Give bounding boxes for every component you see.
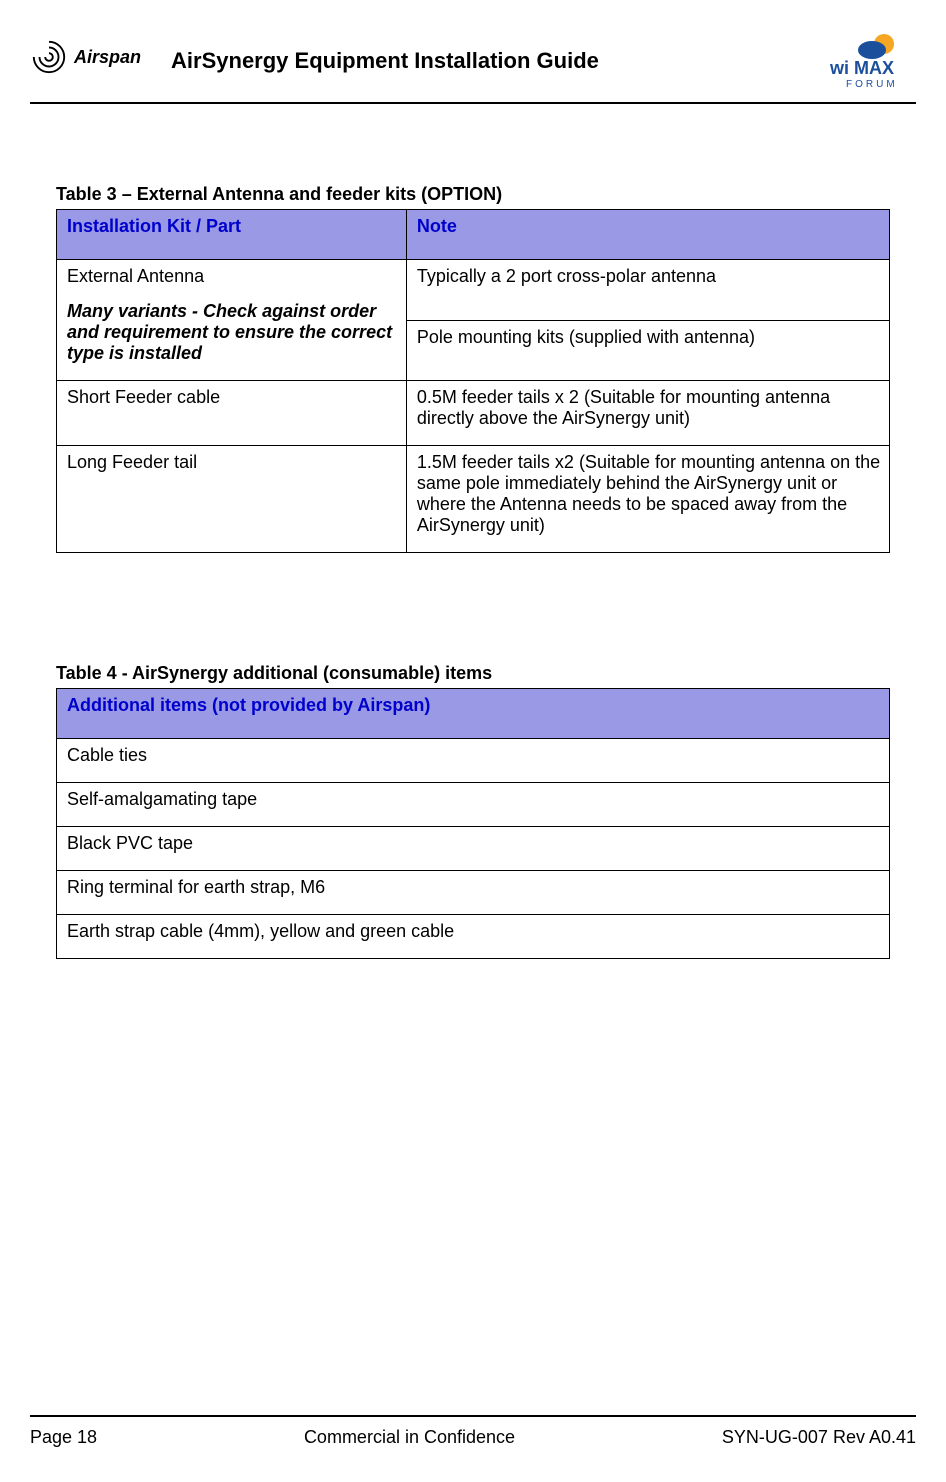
footer-doc-rev: SYN-UG-007 Rev A0.41 bbox=[722, 1427, 916, 1448]
table3-r2-part: Short Feeder cable bbox=[57, 381, 407, 446]
table3-caption: Table 3 – External Antenna and feeder ki… bbox=[56, 184, 890, 205]
page-content: Table 3 – External Antenna and feeder ki… bbox=[30, 184, 916, 959]
table-row: Self-amalgamating tape bbox=[57, 783, 890, 827]
table3-col2-header: Note bbox=[406, 210, 889, 260]
airspan-swirl-icon bbox=[30, 38, 68, 76]
airspan-brand-text: Airspan bbox=[74, 47, 141, 68]
part-title: External Antenna bbox=[67, 266, 398, 287]
table3-col1-header: Installation Kit / Part bbox=[57, 210, 407, 260]
table-row: External Antenna Many variants - Check a… bbox=[57, 260, 890, 321]
table3-r1-part: External Antenna Many variants - Check a… bbox=[57, 260, 407, 381]
page-header: Airspan AirSynergy Equipment Installatio… bbox=[30, 30, 916, 104]
table3-r3-part: Long Feeder tail bbox=[57, 446, 407, 553]
table3-r2-note: 0.5M feeder tails x 2 (Suitable for moun… bbox=[406, 381, 889, 446]
table3-header-row: Installation Kit / Part Note bbox=[57, 210, 890, 260]
table4-r1: Self-amalgamating tape bbox=[57, 783, 890, 827]
part-subnote: Many variants - Check against order and … bbox=[67, 301, 398, 364]
table4: Additional items (not provided by Airspa… bbox=[56, 688, 890, 959]
svg-text:wi: wi bbox=[829, 58, 849, 78]
table3-r1-note-a: Typically a 2 port cross-polar antenna bbox=[406, 260, 889, 321]
wimax-forum-logo-icon: wi MAX FORUM bbox=[826, 30, 916, 90]
table3: Installation Kit / Part Note External An… bbox=[56, 209, 890, 553]
table4-r0: Cable ties bbox=[57, 739, 890, 783]
table4-r4: Earth strap cable (4mm), yellow and gree… bbox=[57, 915, 890, 959]
airspan-logo: Airspan bbox=[30, 38, 141, 76]
table-row: Long Feeder tail 1.5M feeder tails x2 (S… bbox=[57, 446, 890, 553]
svg-text:MAX: MAX bbox=[854, 58, 894, 78]
footer-page-number: Page 18 bbox=[30, 1427, 97, 1448]
header-left: Airspan AirSynergy Equipment Installatio… bbox=[30, 30, 599, 76]
svg-text:FORUM: FORUM bbox=[846, 79, 898, 90]
table4-r2: Black PVC tape bbox=[57, 827, 890, 871]
table-row: Black PVC tape bbox=[57, 827, 890, 871]
table3-r3-note: 1.5M feeder tails x2 (Suitable for mount… bbox=[406, 446, 889, 553]
table3-r1-note-b: Pole mounting kits (supplied with antenn… bbox=[406, 320, 889, 381]
table4-header-row: Additional items (not provided by Airspa… bbox=[57, 689, 890, 739]
table-row: Short Feeder cable 0.5M feeder tails x 2… bbox=[57, 381, 890, 446]
table-row: Cable ties bbox=[57, 739, 890, 783]
table4-header: Additional items (not provided by Airspa… bbox=[57, 689, 890, 739]
footer-classification: Commercial in Confidence bbox=[304, 1427, 515, 1448]
document-title: AirSynergy Equipment Installation Guide bbox=[171, 48, 599, 74]
page-footer: Page 18 Commercial in Confidence SYN-UG-… bbox=[30, 1415, 916, 1448]
table4-r3: Ring terminal for earth strap, M6 bbox=[57, 871, 890, 915]
table4-caption: Table 4 - AirSynergy additional (consuma… bbox=[56, 663, 890, 684]
table-row: Earth strap cable (4mm), yellow and gree… bbox=[57, 915, 890, 959]
table-row: Ring terminal for earth strap, M6 bbox=[57, 871, 890, 915]
